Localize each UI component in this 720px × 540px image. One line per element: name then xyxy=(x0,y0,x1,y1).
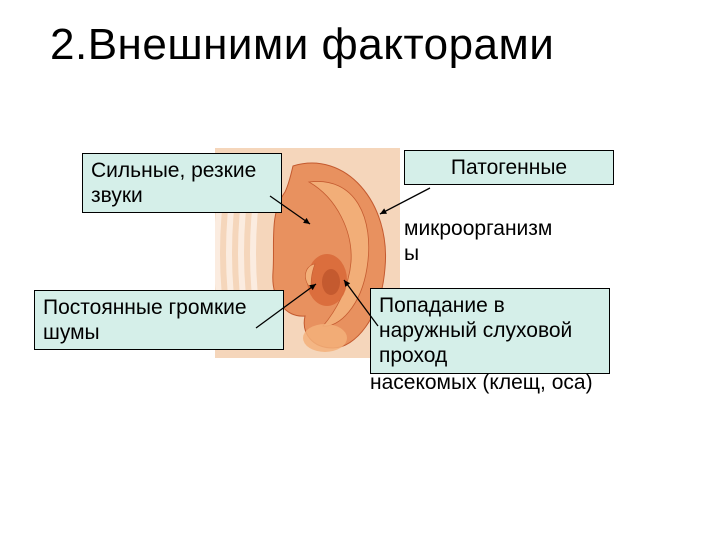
label-insects-ear-canal: Попадание в наружный слуховой проход xyxy=(370,288,610,374)
label-microorganisms-line1: микроорганизм xyxy=(404,216,552,241)
label-microorganisms-line2: ы xyxy=(404,241,419,266)
label-pathogenic: Патогенные xyxy=(404,150,614,185)
label-loud-sharp-sounds: Сильные, резкие звуки xyxy=(82,153,282,213)
slide: 2.Внешними факторами Сильные, резкие зву… xyxy=(0,0,720,540)
label-insects-examples: насекомых (клещ, оса) xyxy=(370,370,593,395)
label-constant-loud-noise: Постоянные громкие шумы xyxy=(34,290,284,350)
slide-title: 2.Внешними факторами xyxy=(50,20,554,70)
